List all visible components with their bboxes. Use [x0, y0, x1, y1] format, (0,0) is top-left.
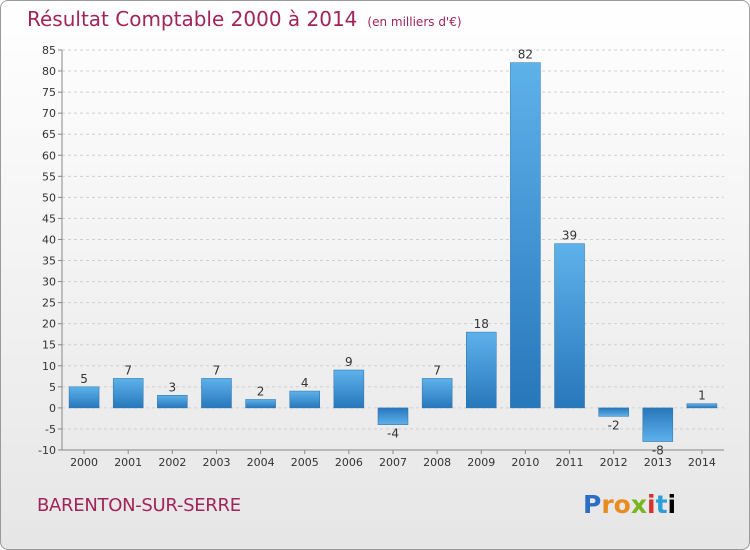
bar-2006 — [333, 369, 365, 409]
grid-lines — [62, 49, 724, 451]
x-tick-label: 2013 — [644, 456, 672, 469]
x-tick-label: 2003 — [202, 456, 230, 469]
bar-2014 — [686, 403, 718, 409]
logo-letter: o — [613, 490, 631, 519]
logo-letter: P — [583, 490, 602, 519]
y-tick-label: 40 — [42, 233, 56, 246]
y-tick-label: 25 — [42, 297, 56, 310]
y-tick-label: 20 — [42, 318, 56, 331]
y-tick-label: 85 — [42, 44, 56, 57]
y-tick-label: 30 — [42, 276, 56, 289]
logo-letter: i — [667, 490, 677, 519]
commune-name: BARENTON-SUR-SERRE — [37, 495, 241, 516]
x-tick-label: 2007 — [379, 456, 407, 469]
logo-letter: r — [601, 490, 614, 519]
bar-2009 — [466, 331, 497, 409]
bar-2002 — [157, 395, 188, 409]
data-label: 1 — [698, 389, 706, 403]
bar-2011 — [554, 243, 585, 409]
bar-2005 — [289, 390, 320, 409]
x-tick-label: 2006 — [335, 456, 363, 469]
bar-2010 — [510, 62, 541, 409]
y-tick-label: -5 — [45, 423, 56, 436]
x-axis-ticks: 2000 2001 2002 2003 2004 2005 2006 2007 2008 2009… — [70, 450, 716, 469]
y-tick-label: 10 — [42, 360, 56, 373]
y-tick-label: 50 — [42, 191, 56, 204]
bars — [68, 62, 718, 442]
proxiti-logo: Proxiti — [583, 490, 676, 519]
data-label: 7 — [124, 363, 132, 377]
y-tick-label: 65 — [42, 128, 56, 141]
y-tick-label: 45 — [42, 212, 56, 225]
bar-2003 — [201, 378, 232, 409]
y-tick-label: 5 — [49, 381, 56, 394]
x-tick-label: 2004 — [247, 456, 275, 469]
y-tick-label: 80 — [42, 65, 56, 78]
bar-2004 — [245, 399, 276, 409]
x-tick-label: 2005 — [291, 456, 319, 469]
logo-letter: t — [655, 490, 668, 519]
title-text: Résultat Comptable 2000 à 2014 — [27, 7, 358, 31]
y-tick-label: -10 — [38, 444, 56, 457]
bar-2013 — [642, 407, 674, 442]
data-label: 2 — [257, 384, 265, 398]
x-tick-label: 2010 — [511, 456, 539, 469]
x-tick-label: 2014 — [688, 456, 716, 469]
y-tick-label: 75 — [42, 86, 56, 99]
data-label: -2 — [608, 418, 620, 432]
title-unit: (en milliers d'€) — [367, 15, 462, 29]
chart-title: Résultat Comptable 2000 à 2014 (en millie… — [27, 7, 462, 31]
y-tick-label: 15 — [42, 339, 56, 352]
data-label: 7 — [433, 363, 441, 377]
x-tick-label: 2009 — [467, 456, 495, 469]
y-tick-label: 55 — [42, 170, 56, 183]
data-label: -4 — [387, 427, 399, 441]
x-tick-label: 2012 — [600, 456, 628, 469]
data-label: 18 — [474, 317, 489, 331]
data-label: 3 — [169, 380, 177, 394]
data-label: 5 — [80, 372, 88, 386]
x-tick-label: 2011 — [556, 456, 584, 469]
bar-2007 — [377, 407, 409, 425]
logo-letter: x — [630, 490, 647, 519]
x-tick-label: 2008 — [423, 456, 451, 469]
x-tick-label: 2000 — [70, 456, 98, 469]
data-label: 39 — [562, 229, 577, 243]
bar-2012 — [598, 407, 629, 417]
data-label: 7 — [213, 363, 221, 377]
y-tick-label: 35 — [42, 255, 56, 268]
x-tick-label: 2001 — [114, 456, 142, 469]
data-label: 82 — [518, 48, 533, 62]
y-tick-label: 70 — [42, 107, 56, 120]
bar-2000 — [68, 386, 100, 409]
bar-2008 — [421, 378, 453, 409]
logo-letter: i — [647, 490, 656, 519]
x-tick-label: 2002 — [158, 456, 186, 469]
y-tick-label: 0 — [49, 402, 56, 415]
data-label: 9 — [345, 355, 353, 369]
data-label: 4 — [301, 376, 309, 390]
y-tick-label: 60 — [42, 149, 56, 162]
bar-2001 — [112, 378, 144, 409]
